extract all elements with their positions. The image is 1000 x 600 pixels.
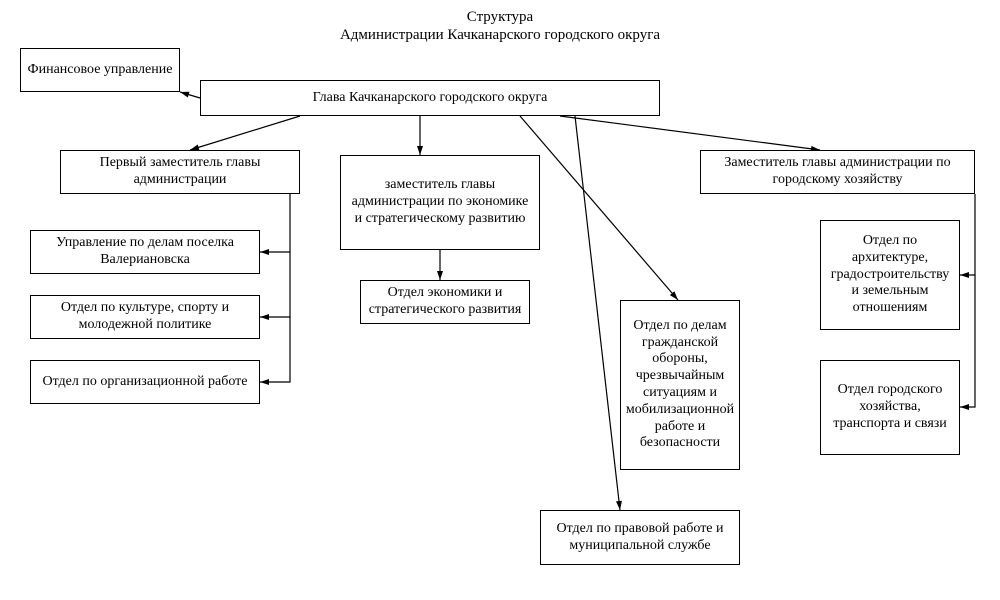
node-fin: Финансовое управление	[20, 48, 180, 92]
node-arch: Отдел по архитектуре, градостроительству…	[820, 220, 960, 330]
node-city: Отдел городского хозяйства, транспорта и…	[820, 360, 960, 455]
arrowhead-icon	[417, 146, 423, 155]
node-dep3: Заместитель главы администрации по город…	[700, 150, 975, 194]
node-d2a: Отдел экономики и стратегического развит…	[360, 280, 530, 324]
arrowhead-icon	[437, 271, 443, 280]
node-legal: Отдел по правовой работе и муниципальной…	[540, 510, 740, 565]
title-line2: Администрации Качканарского городского о…	[340, 27, 660, 43]
diagram-title: Структура Администрации Качканарского го…	[0, 8, 1000, 44]
arrowhead-icon	[616, 501, 622, 510]
node-head: Глава Качканарского городского округа	[200, 80, 660, 116]
title-line1: Структура	[467, 9, 533, 25]
arrowhead-icon	[260, 379, 269, 385]
edge	[960, 275, 975, 407]
edge	[960, 194, 975, 275]
edge	[560, 116, 820, 150]
node-d1b: Отдел по культуре, спорту и молодежной п…	[30, 295, 260, 339]
node-dep1: Первый заместитель главы администрации	[60, 150, 300, 194]
arrowhead-icon	[960, 404, 969, 410]
arrowhead-icon	[260, 314, 269, 320]
arrowhead-icon	[670, 291, 678, 300]
arrowhead-icon	[180, 92, 189, 98]
edge	[520, 116, 678, 300]
edge	[190, 116, 300, 150]
node-d1a: Управление по делам поселка Валериановск…	[30, 230, 260, 274]
node-dep2: заместитель главы администрации по эконо…	[340, 155, 540, 250]
edge	[575, 116, 620, 510]
arrowhead-icon	[260, 249, 269, 255]
edge	[180, 92, 200, 98]
edge	[260, 252, 290, 317]
node-d1c: Отдел по организационной работе	[30, 360, 260, 404]
edge	[260, 317, 290, 382]
arrowhead-icon	[960, 272, 969, 278]
node-civ: Отдел по делам гражданской обороны, чрез…	[620, 300, 740, 470]
edge	[260, 194, 290, 252]
